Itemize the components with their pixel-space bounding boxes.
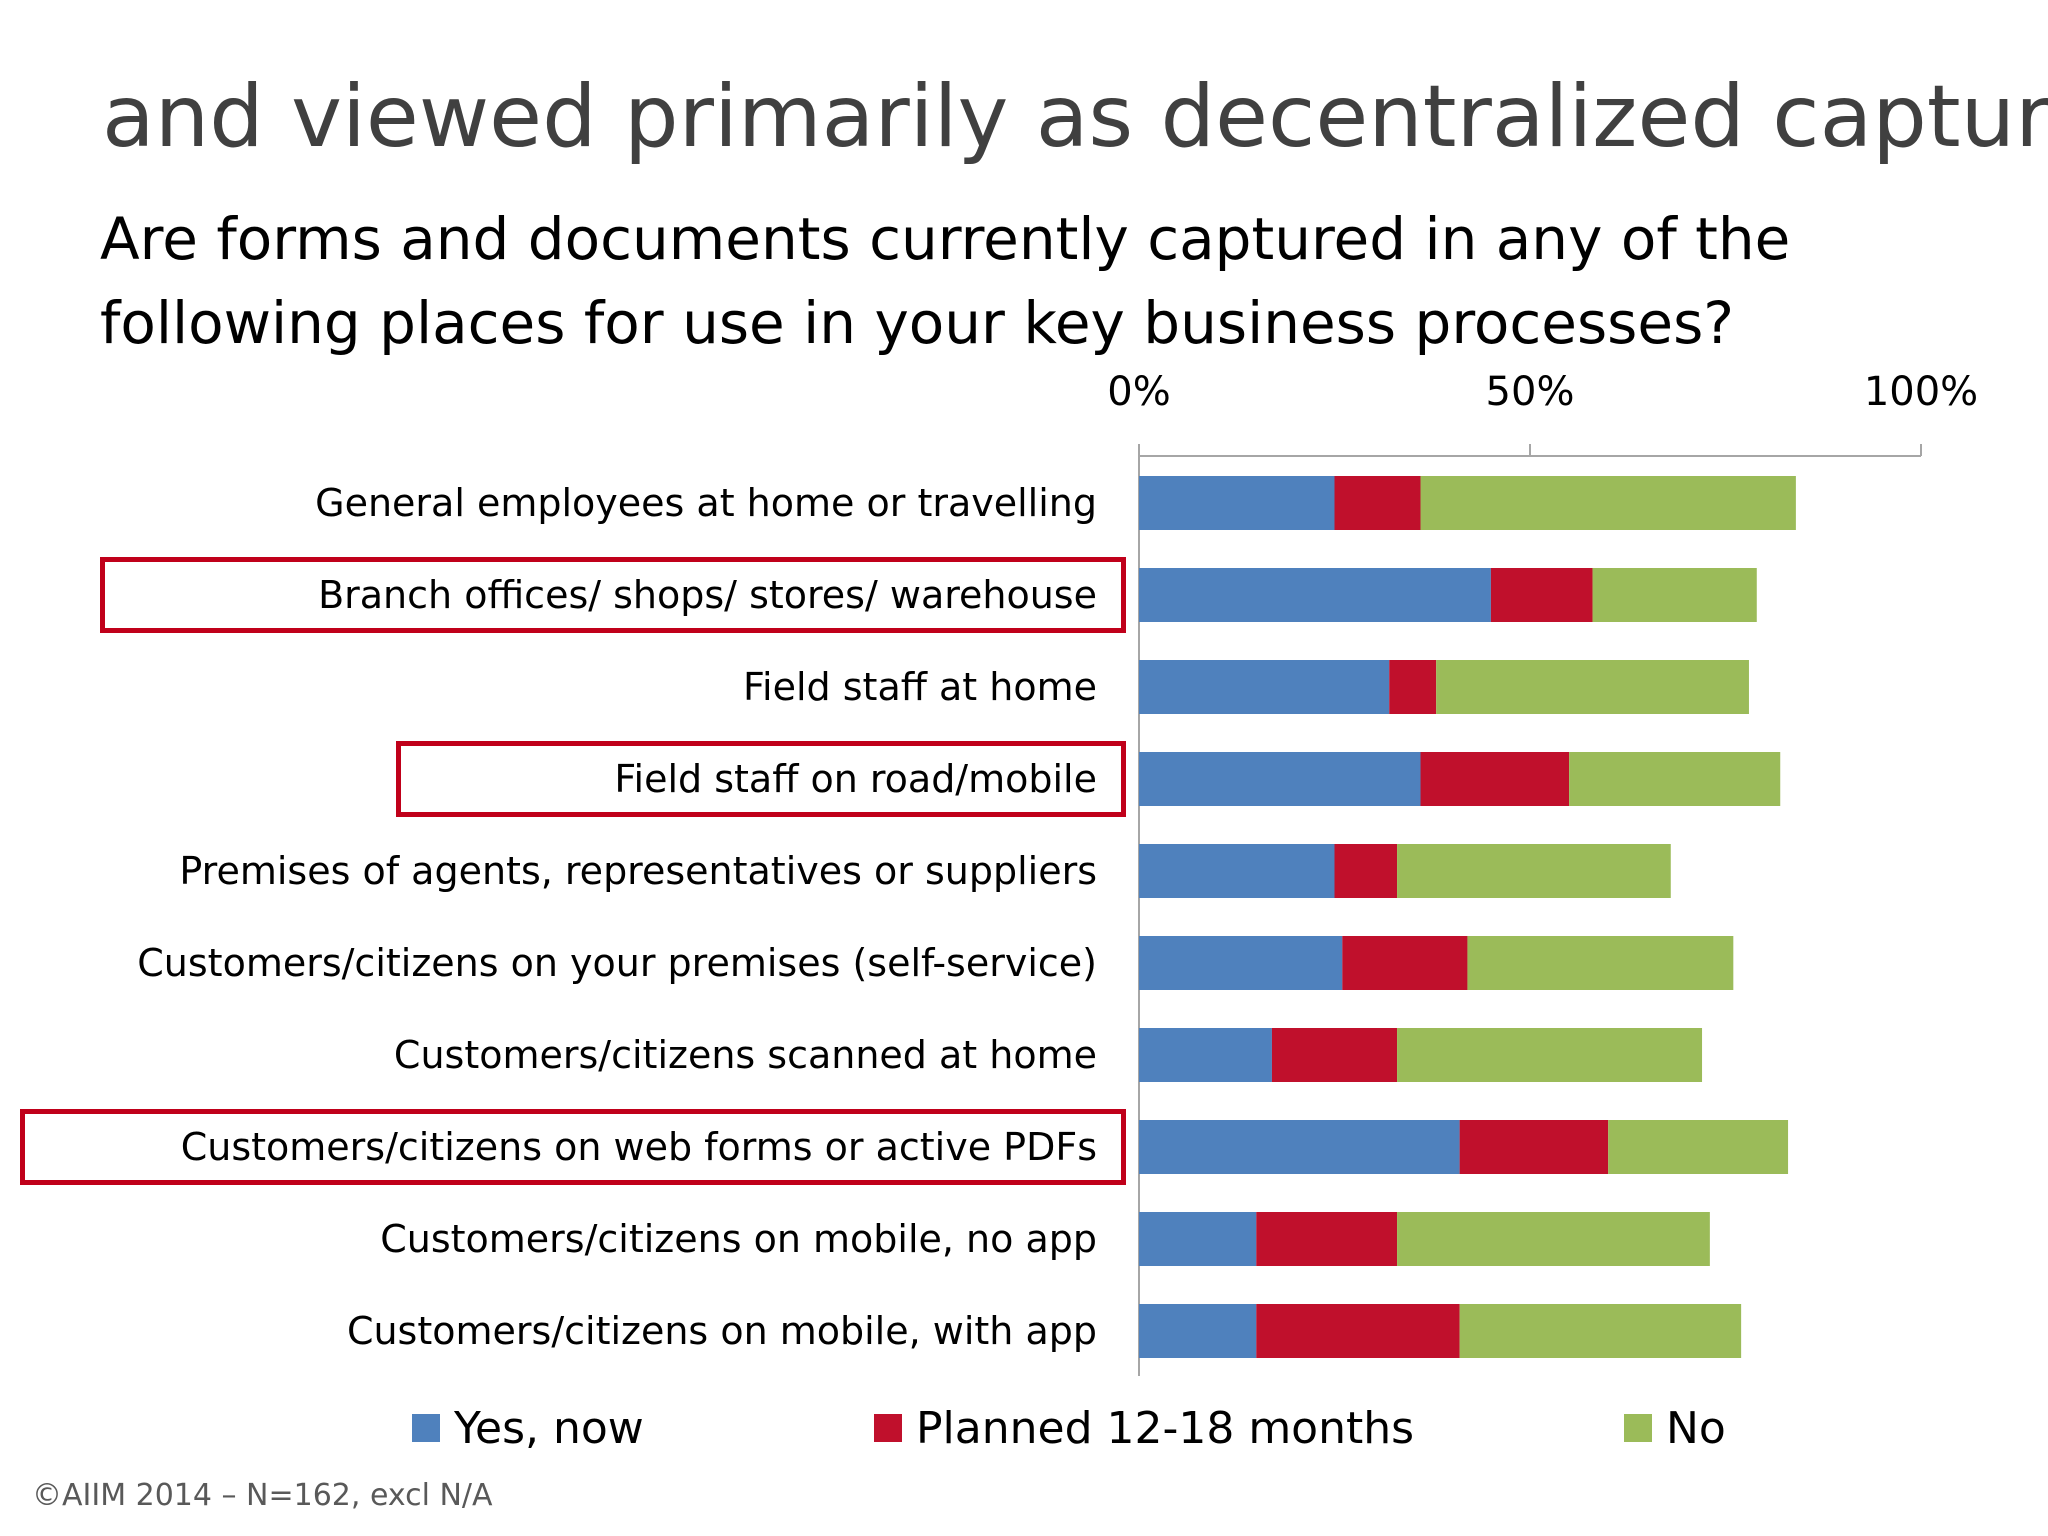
bar-segment — [1334, 844, 1398, 898]
highlight-box — [20, 1109, 1126, 1185]
slide-title: and viewed primarily as decentralized ca… — [102, 67, 2048, 167]
bar-segment — [1420, 752, 1570, 806]
survey-question-line-2: following places for use in your key bus… — [100, 289, 1735, 357]
bar-segment — [1139, 752, 1421, 806]
bar-segment — [1342, 936, 1468, 990]
bar-segment — [1397, 1212, 1710, 1266]
category-label: General employees at home or travelling — [315, 481, 1097, 525]
category-label: Branch offices/ shops/ stores/ warehouse — [318, 573, 1097, 617]
category-label: Field staff on road/mobile — [614, 757, 1097, 801]
legend-swatch — [1624, 1414, 1652, 1442]
category-label: Customers/citizens scanned at home — [394, 1033, 1097, 1077]
category-label: Customers/citizens on mobile, no app — [380, 1217, 1097, 1261]
bar-segment — [1608, 1120, 1789, 1174]
bar-segment — [1592, 568, 1757, 622]
survey-question: Are forms and documents currently captur… — [100, 197, 1900, 365]
highlight-box — [100, 557, 1126, 633]
bar-segment — [1139, 660, 1390, 714]
category-label: Customers/citizens on your premises (sel… — [137, 941, 1097, 985]
survey-question-line-1: Are forms and documents currently captur… — [100, 205, 1791, 273]
legend-swatch — [412, 1414, 440, 1442]
bar-segment — [1139, 1028, 1272, 1082]
bar-segment — [1389, 660, 1437, 714]
category-label: Customers/citizens on mobile, with app — [347, 1309, 1097, 1353]
bar-segment — [1459, 1304, 1742, 1358]
bar-segment — [1256, 1212, 1398, 1266]
bar-segment — [1397, 1028, 1703, 1082]
bar-segment — [1139, 1304, 1257, 1358]
bar-segment — [1139, 1120, 1460, 1174]
x-tick-label: 100% — [1864, 369, 1978, 415]
bar-segment — [1271, 1028, 1398, 1082]
bar-segment — [1334, 476, 1421, 530]
category-label: Field staff at home — [743, 665, 1097, 709]
legend-label: No — [1666, 1403, 1726, 1454]
bar-segment — [1420, 476, 1796, 530]
legend-label: Planned 12-18 months — [916, 1403, 1414, 1454]
category-label: Premises of agents, representatives or s… — [179, 849, 1097, 893]
bar-segment — [1569, 752, 1781, 806]
legend-label: Yes, now — [453, 1403, 644, 1454]
bar-segment — [1256, 1304, 1460, 1358]
copyright-note: ©AIIM 2014 – N=162, excl N/A — [32, 1478, 493, 1513]
x-tick-label: 0% — [1107, 369, 1170, 415]
bar-segment — [1436, 660, 1749, 714]
bar-segment — [1139, 936, 1343, 990]
highlight-box — [396, 741, 1126, 817]
category-label: Customers/citizens on web forms or activ… — [181, 1125, 1097, 1169]
x-tick-label: 50% — [1486, 369, 1575, 415]
bar-segment — [1490, 568, 1593, 622]
bar-segment — [1139, 844, 1335, 898]
bar-segment — [1139, 1212, 1257, 1266]
bar-segment — [1139, 476, 1335, 530]
bar-segment — [1467, 936, 1734, 990]
bar-segment — [1139, 568, 1491, 622]
bar-segment — [1397, 844, 1671, 898]
legend-swatch — [874, 1414, 902, 1442]
bar-segment — [1459, 1120, 1609, 1174]
